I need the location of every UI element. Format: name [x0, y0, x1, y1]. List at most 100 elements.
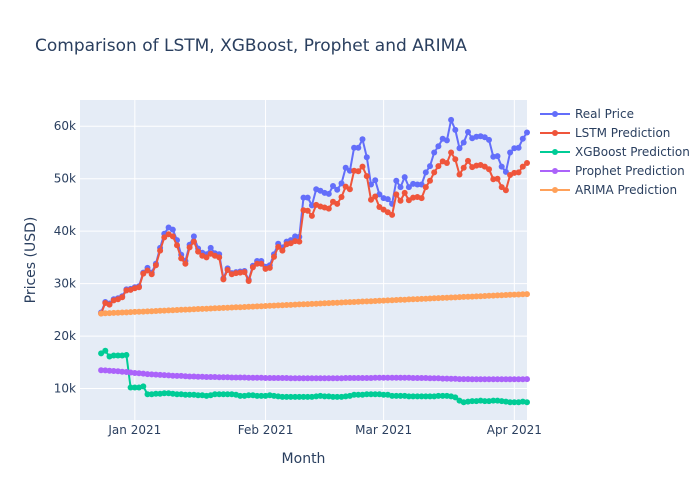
data-point: [131, 308, 138, 315]
data-point: [351, 375, 358, 381]
data-point: [368, 391, 374, 398]
data-point: [443, 160, 450, 166]
data-point: [115, 352, 121, 359]
data-point: [110, 309, 117, 316]
data-point: [511, 399, 518, 406]
data-point: [460, 376, 467, 383]
data-point: [502, 187, 509, 194]
data-point: [220, 276, 227, 283]
data-point: [186, 373, 193, 380]
x-tick-label: Jan 2021: [107, 423, 161, 437]
series-xgboost-prediction: [98, 347, 530, 406]
data-point: [287, 301, 294, 308]
data-point: [330, 393, 336, 400]
legend-item: Real Price: [540, 107, 634, 121]
data-point: [119, 294, 126, 301]
data-point: [245, 374, 252, 381]
data-point: [279, 393, 286, 400]
data-point: [393, 177, 400, 184]
data-point: [384, 374, 391, 381]
data-point: [203, 374, 210, 380]
data-point: [401, 189, 408, 196]
data-point: [140, 383, 147, 390]
data-point: [254, 260, 261, 267]
data-point: [515, 169, 522, 176]
data-point: [152, 262, 159, 269]
data-point: [131, 384, 138, 391]
legend-swatch-marker: [552, 168, 558, 174]
legend-label: LSTM Prediction: [575, 126, 670, 140]
x-tick-label: Feb 2021: [238, 423, 294, 437]
data-point: [308, 375, 315, 382]
data-point: [401, 374, 408, 381]
data-point: [203, 254, 210, 261]
data-point: [342, 164, 349, 171]
data-point: [275, 375, 282, 381]
data-point: [418, 393, 425, 400]
data-point: [351, 144, 358, 151]
data-point: [258, 260, 265, 267]
data-point: [296, 375, 303, 382]
data-point: [245, 392, 252, 399]
data-point: [157, 247, 164, 254]
data-point: [140, 270, 147, 277]
data-point: [279, 375, 286, 381]
y-tick-label: 30k: [54, 277, 76, 291]
data-point: [287, 393, 294, 400]
data-point: [363, 154, 370, 161]
data-point: [431, 169, 438, 176]
data-point: [271, 253, 277, 260]
data-point: [397, 374, 404, 381]
data-point: [389, 392, 396, 399]
data-point: [161, 390, 168, 397]
data-point: [524, 129, 530, 136]
data-point: [524, 160, 530, 166]
data-point: [174, 372, 180, 379]
data-point: [368, 196, 374, 203]
data-point: [456, 376, 463, 383]
data-point: [486, 166, 492, 173]
data-point: [427, 163, 433, 170]
legend-label: XGBoost Prediction: [575, 145, 690, 159]
legend-swatch-marker: [552, 111, 558, 117]
data-point: [431, 149, 438, 156]
chart-title: Comparison of LSTM, XGBoost, Prophet and…: [35, 36, 467, 56]
data-point: [448, 116, 455, 123]
data-point: [325, 190, 332, 197]
data-point: [456, 145, 463, 152]
data-point: [186, 391, 193, 398]
data-point: [211, 391, 218, 398]
data-point: [490, 397, 497, 404]
data-point: [296, 238, 303, 245]
data-point: [363, 173, 370, 180]
data-point: [119, 309, 126, 316]
data-point: [211, 374, 218, 380]
data-point: [502, 376, 509, 383]
data-point: [283, 302, 290, 308]
data-point: [359, 298, 366, 305]
data-point: [515, 376, 522, 383]
data-point: [308, 212, 315, 219]
series-lstm-prediction: [98, 149, 530, 317]
data-point: [502, 168, 509, 175]
data-point: [418, 195, 425, 202]
data-point: [136, 308, 142, 315]
data-point: [317, 375, 324, 382]
data-point: [237, 304, 244, 311]
data-point: [469, 398, 476, 405]
data-point: [431, 375, 438, 382]
legend-swatch-marker: [552, 187, 558, 193]
data-point: [308, 300, 315, 307]
data-point: [102, 347, 109, 354]
data-point: [359, 375, 366, 381]
data-point: [144, 391, 151, 398]
data-point: [304, 194, 311, 201]
legend: Real Price LSTM Prediction XGBoost Predict…: [540, 107, 690, 197]
data-point: [207, 374, 214, 380]
data-point: [178, 255, 185, 262]
data-point: [363, 375, 370, 381]
data-point: [494, 153, 501, 160]
data-point: [469, 376, 476, 383]
data-point: [507, 149, 514, 156]
data-point: [195, 392, 202, 399]
